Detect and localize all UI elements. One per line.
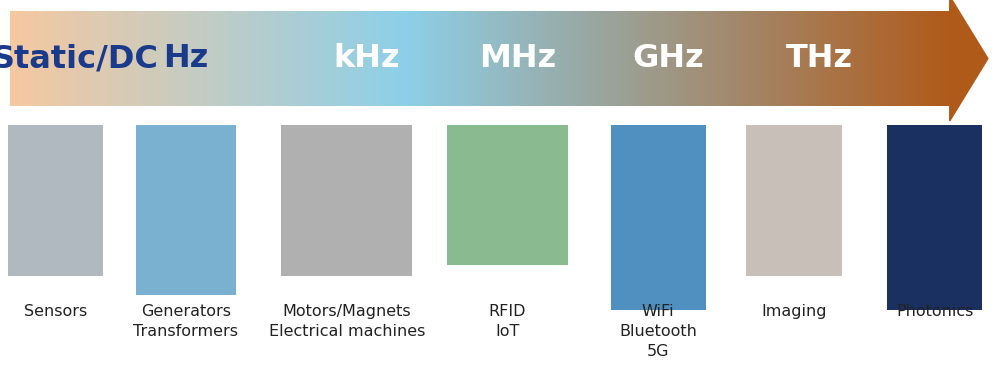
Text: Photonics: Photonics bbox=[896, 304, 973, 319]
FancyBboxPatch shape bbox=[447, 125, 568, 265]
Text: Static/DC: Static/DC bbox=[0, 43, 159, 74]
Text: RFID
IoT: RFID IoT bbox=[488, 304, 527, 339]
Text: Motors/Magnets
Electrical machines: Motors/Magnets Electrical machines bbox=[268, 304, 425, 339]
FancyBboxPatch shape bbox=[281, 125, 412, 276]
Text: kHz: kHz bbox=[334, 43, 400, 74]
Text: Sensors: Sensors bbox=[24, 304, 86, 319]
Text: Imaging: Imaging bbox=[761, 304, 827, 319]
FancyBboxPatch shape bbox=[887, 125, 983, 310]
Text: MHz: MHz bbox=[479, 43, 556, 74]
FancyBboxPatch shape bbox=[611, 125, 706, 310]
Polygon shape bbox=[950, 0, 988, 121]
FancyBboxPatch shape bbox=[136, 125, 236, 295]
Text: GHz: GHz bbox=[632, 43, 705, 74]
Text: THz: THz bbox=[786, 43, 852, 74]
FancyBboxPatch shape bbox=[8, 125, 104, 276]
Text: Generators
Transformers: Generators Transformers bbox=[134, 304, 238, 339]
Text: Hz: Hz bbox=[163, 43, 209, 74]
FancyBboxPatch shape bbox=[746, 125, 842, 276]
Text: WiFi
Bluetooth
5G: WiFi Bluetooth 5G bbox=[619, 304, 697, 359]
